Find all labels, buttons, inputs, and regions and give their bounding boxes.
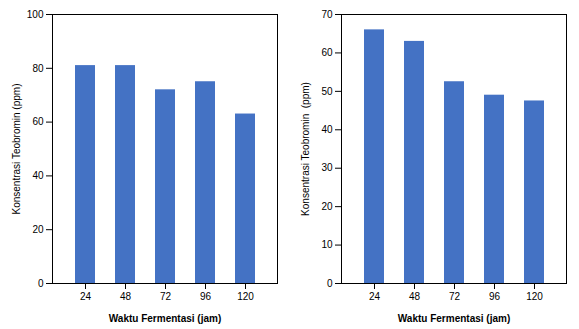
svg-text:20: 20 — [321, 201, 333, 212]
svg-text:50: 50 — [321, 86, 333, 97]
svg-text:24: 24 — [369, 291, 381, 302]
svg-text:48: 48 — [409, 291, 421, 302]
svg-text:120: 120 — [237, 291, 254, 302]
svg-text:48: 48 — [120, 291, 132, 302]
svg-text:Waktu Fermentasi (jam): Waktu Fermentasi (jam) — [398, 313, 510, 324]
svg-text:40: 40 — [321, 124, 333, 135]
svg-text:Konsentrasi Teobromin (ppm): Konsentrasi Teobromin (ppm) — [11, 84, 22, 215]
svg-text:Waktu Fermentasi (jam): Waktu Fermentasi (jam) — [109, 313, 221, 324]
svg-text:10: 10 — [321, 239, 333, 250]
svg-text:70: 70 — [321, 9, 333, 20]
svg-text:96: 96 — [200, 291, 212, 302]
svg-text:0: 0 — [327, 278, 333, 289]
svg-text:24: 24 — [80, 291, 92, 302]
svg-text:72: 72 — [160, 291, 172, 302]
svg-text:100: 100 — [27, 9, 44, 20]
svg-text:80: 80 — [32, 63, 44, 74]
svg-text:96: 96 — [489, 291, 501, 302]
svg-text:60: 60 — [32, 116, 44, 127]
svg-text:60: 60 — [321, 47, 333, 58]
svg-text:120: 120 — [526, 291, 543, 302]
svg-text:20: 20 — [32, 224, 44, 235]
svg-text:30: 30 — [321, 162, 333, 173]
svg-text:0: 0 — [38, 278, 44, 289]
svg-text:72: 72 — [449, 291, 461, 302]
svg-text:Konsentrasi Teobromin (ppm): Konsentrasi Teobromin (ppm) — [300, 82, 311, 216]
svg-text:40: 40 — [32, 170, 44, 181]
